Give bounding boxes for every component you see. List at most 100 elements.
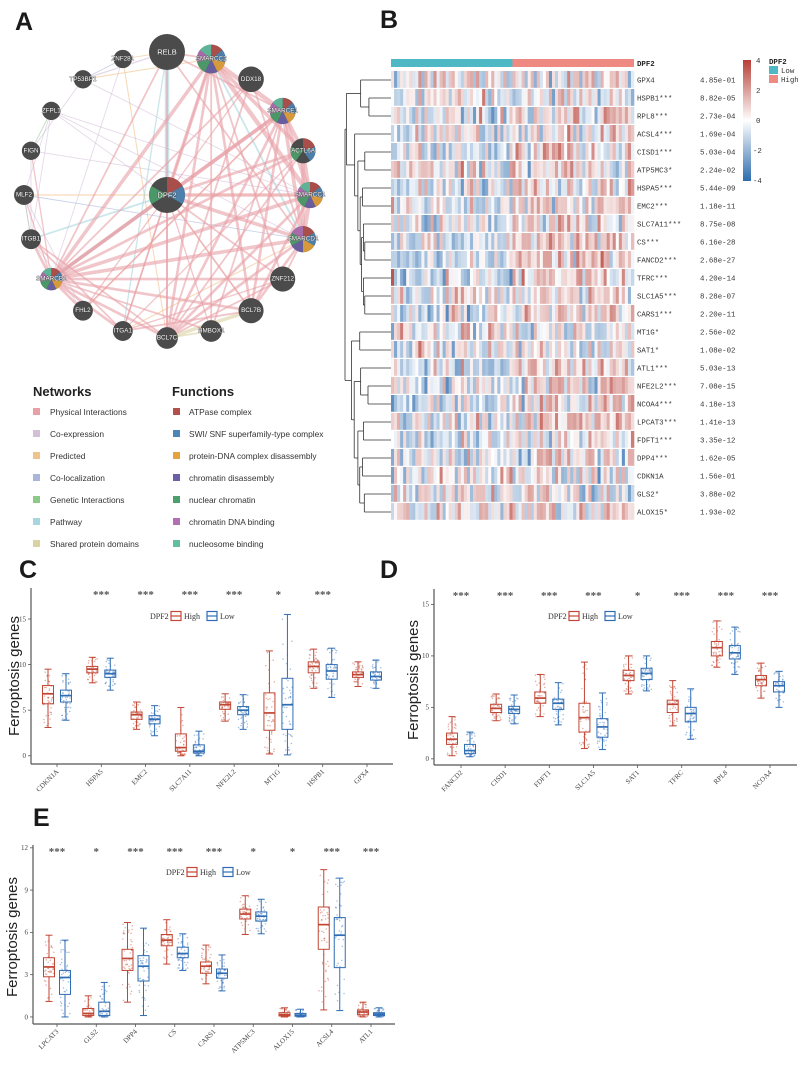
heatmap-cell [485, 107, 489, 124]
heatmap-cell [618, 341, 623, 358]
heatmap-cell [488, 449, 492, 466]
heatmap-cell [542, 287, 547, 304]
jitter-point [269, 697, 271, 700]
heatmap-cell [397, 197, 401, 214]
network-node[interactable]: TP53BP1 [69, 70, 97, 89]
heatmap-cell [400, 305, 404, 322]
jitter-point [273, 750, 275, 753]
network-node[interactable]: SMARCD1 [287, 226, 319, 253]
network-node[interactable]: SMARCC2 [195, 44, 227, 74]
heatmap-cell [491, 323, 495, 340]
heatmap-cell [545, 503, 550, 520]
jitter-point [150, 719, 152, 722]
heatmap-cell [582, 431, 586, 448]
network-node[interactable]: FIGN [21, 141, 41, 160]
network-node[interactable]: BCL7C [156, 327, 178, 349]
jitter-point [105, 681, 107, 683]
jitter-point [256, 912, 258, 915]
jitter-point [321, 1001, 324, 1003]
jitter-point [499, 719, 502, 721]
jitter-point [336, 918, 339, 921]
heatmap-cell [412, 215, 416, 232]
heatmap-cell [509, 215, 513, 232]
heatmap-cell [448, 377, 453, 394]
heatmap-cell [606, 71, 610, 88]
heatmap-cell [561, 467, 565, 484]
jitter-point [93, 674, 96, 677]
heatmap-cell [527, 395, 532, 412]
group-legend-low: Low [781, 68, 795, 76]
heatmap-cell [576, 125, 580, 142]
heatmap-cell [494, 485, 498, 502]
heatmap-cell [457, 305, 462, 322]
jitter-point [143, 970, 145, 972]
jitter-point [208, 968, 210, 970]
jitter-point [183, 740, 186, 742]
jitter-point [279, 1007, 281, 1010]
heatmap-cell [627, 179, 632, 196]
network-node[interactable]: ZNF212 [270, 266, 296, 292]
network-node[interactable]: DPF2 [149, 177, 185, 213]
heatmap-cell [579, 143, 583, 160]
heatmap-cell [555, 305, 559, 322]
heatmap-cell [503, 341, 507, 358]
network-node[interactable]: SMARCB1 [36, 267, 67, 291]
jitter-point [147, 976, 149, 979]
heatmap-cell [436, 431, 440, 448]
heatmap-cell [618, 251, 623, 268]
network-node[interactable]: FHL2 [73, 300, 93, 321]
network-node[interactable]: SMARCC1 [294, 181, 326, 209]
node-function-wedge [297, 195, 310, 207]
network-node[interactable]: ITGA1 [112, 321, 133, 341]
jitter-point [265, 736, 268, 739]
network-node[interactable]: DDX18 [238, 66, 264, 93]
heatmap-cell [409, 233, 413, 250]
heatmap-cell [433, 269, 437, 286]
network-node[interactable]: ACTL6A [290, 138, 316, 164]
heatmap-cell [570, 485, 574, 502]
heatmap-cell [476, 89, 480, 106]
heatmap-cell [597, 503, 601, 520]
heatmap-cell [518, 89, 522, 106]
heatmap-cell [606, 125, 610, 142]
heatmap-cell [463, 215, 468, 232]
heatmap-cell [436, 413, 440, 430]
heatmap-cell [570, 377, 574, 394]
network-node[interactable]: SMARCE1 [267, 97, 299, 125]
jitter-point [730, 662, 733, 664]
jitter-point [775, 671, 777, 674]
heatmap-cell [539, 197, 544, 214]
network-node[interactable]: MLF2 [14, 185, 34, 205]
network-node[interactable]: ZNF281 [111, 49, 135, 69]
heatmap-cell [527, 161, 532, 178]
heatmap-cell [518, 359, 522, 376]
y-axis-title: Ferroptosis genes [4, 877, 21, 997]
jitter-point [152, 712, 154, 715]
heatmap-cell [515, 161, 519, 178]
network-node[interactable]: BCL7B [238, 298, 264, 324]
jitter-point [60, 951, 62, 953]
network-node[interactable]: ITGB1 [21, 229, 41, 250]
heatmap-cell [509, 197, 513, 214]
jitter-point [644, 668, 647, 671]
network-node[interactable]: RELB [149, 34, 185, 70]
heatmap-cell [463, 485, 468, 502]
heatmap-cell [463, 197, 468, 214]
heatmap-cell [624, 89, 629, 106]
jitter-point [315, 685, 317, 688]
heatmap-cell [406, 341, 410, 358]
jitter-point [130, 943, 132, 946]
jitter-point [60, 958, 63, 960]
heatmap-cell [412, 467, 416, 484]
heatmap-cell [527, 233, 532, 250]
heatmap-cell [555, 269, 559, 286]
network-node[interactable]: ZFPL1 [42, 101, 62, 121]
jitter-point [181, 719, 184, 722]
heatmap-cell [567, 305, 571, 322]
heatmap-cell [391, 341, 395, 358]
jitter-point [497, 697, 500, 700]
heatmap-cell [567, 233, 571, 250]
heatmap-cell [403, 215, 407, 232]
network-node[interactable]: HMBOX1 [198, 320, 225, 342]
heatmap-cell [482, 305, 486, 322]
